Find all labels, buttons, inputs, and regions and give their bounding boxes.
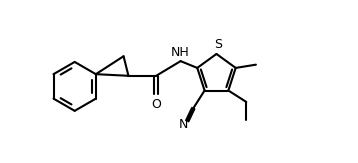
Text: N: N (179, 118, 188, 131)
Text: S: S (214, 38, 222, 51)
Text: NH: NH (171, 46, 190, 59)
Text: O: O (151, 98, 161, 111)
